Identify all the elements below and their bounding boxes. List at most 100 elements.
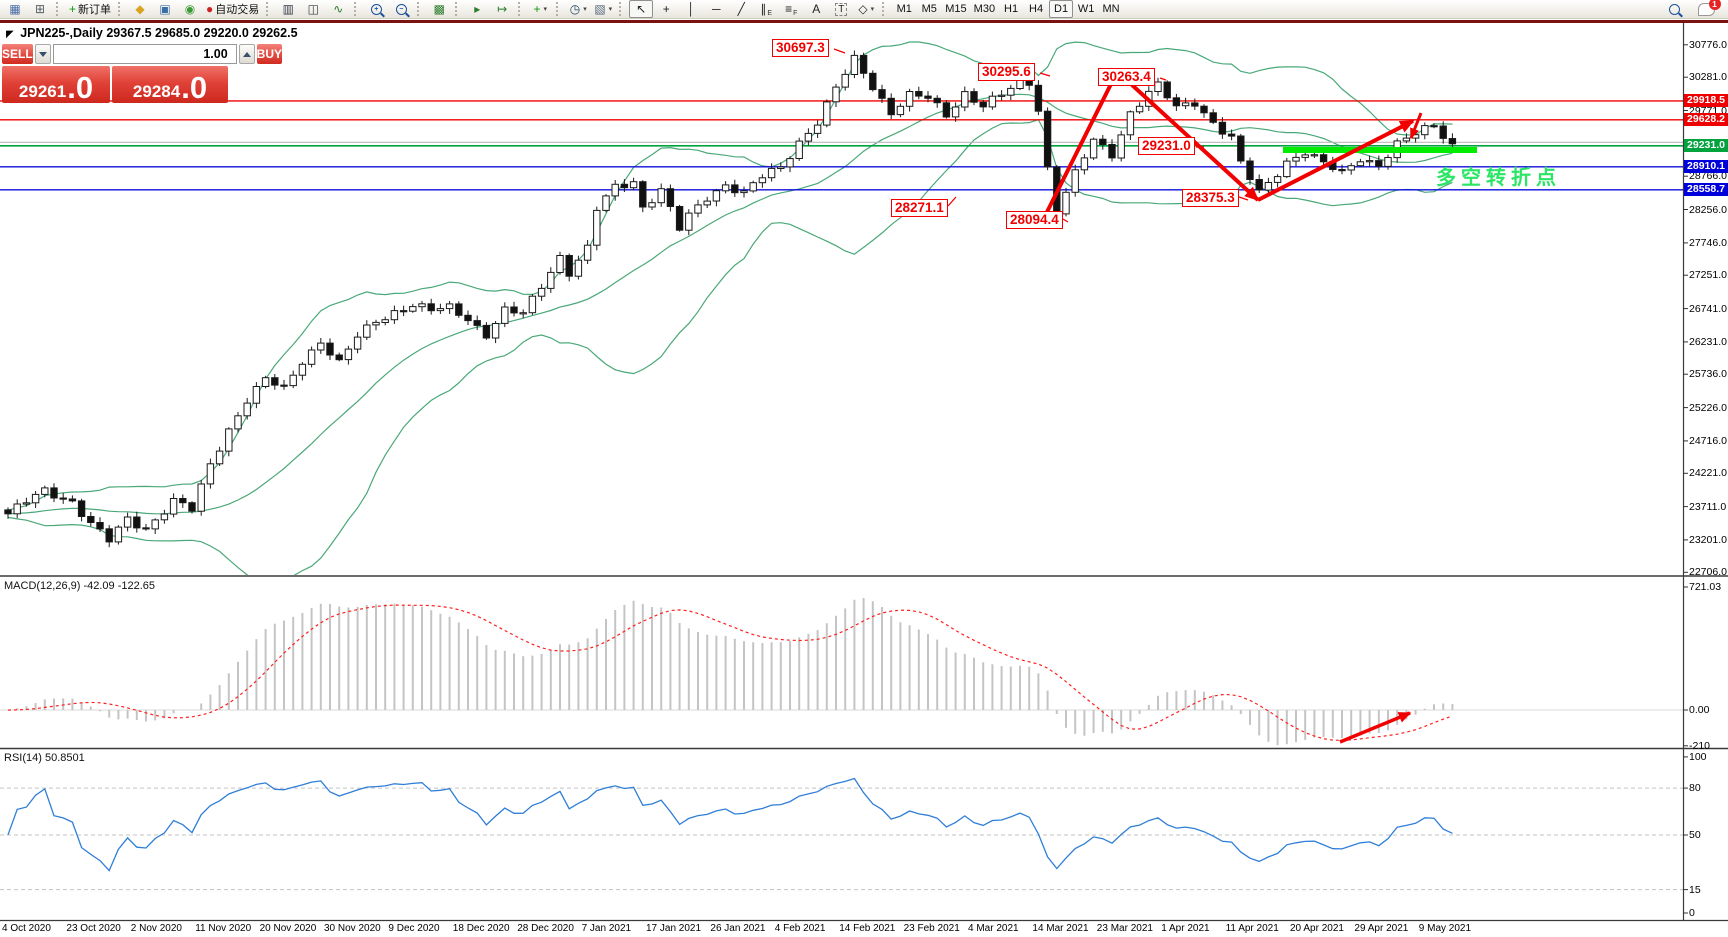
chart-window-icon[interactable]: ▦ — [3, 0, 27, 18]
tf-M30[interactable]: M30 — [971, 0, 998, 18]
symbol-name: JPN225-,Daily — [20, 26, 103, 40]
toolbar-separator — [882, 2, 888, 16]
volume-decrease-button[interactable] — [34, 44, 51, 64]
tf-H4[interactable]: H4 — [1024, 0, 1048, 18]
cursor-tool[interactable]: ↖ — [629, 0, 654, 18]
toolbar-group-services: ◆ ▣ ◉ ● 自动交易 — [128, 0, 262, 18]
date-axis-label: 29 Apr 2021 — [1354, 923, 1409, 934]
fibonacci-tool[interactable]: ≡ F — [785, 2, 798, 17]
tile-windows-icon[interactable]: ▩ — [427, 0, 451, 18]
history-center-icon[interactable]: ◆ — [128, 0, 152, 18]
rsi-axis-tick: 15 — [1689, 883, 1701, 896]
price-axis-tick: 28766.0 — [1689, 170, 1727, 183]
price-axis-badge: 28558.7 — [1684, 182, 1728, 196]
toolbar-separator — [417, 2, 423, 16]
volume-input[interactable] — [52, 44, 237, 64]
new-order-button[interactable]: + 新订单 — [66, 0, 114, 18]
line-chart-icon[interactable]: ∿ — [326, 0, 350, 18]
cursor-tool: ↖ — [636, 2, 647, 16]
price-callout[interactable]: 30295.6 — [978, 63, 1035, 81]
toolbar-group-presets: ◷ ▾ ▧ ▾ — [566, 0, 615, 18]
price-callout[interactable]: 28271.1 — [891, 199, 948, 217]
terminal-icon: ▣ — [159, 2, 171, 16]
tile-windows-icon: ▩ — [433, 2, 445, 16]
sell-button[interactable]: SELL — [2, 44, 33, 64]
rsi-axis-tick: 50 — [1689, 828, 1701, 841]
candlestick-chart-icon[interactable]: ◫ — [301, 0, 325, 18]
price-callout[interactable]: 30697.3 — [772, 39, 829, 57]
price-axis-tick: 25736.0 — [1689, 368, 1727, 381]
crosshair-tool[interactable]: + — [654, 0, 678, 18]
toolbar-group-order: + 新订单 — [66, 0, 114, 18]
buy-button[interactable]: BUY — [256, 44, 283, 64]
auto-scroll-icon: ▸ — [474, 2, 481, 16]
chevron-down-icon: ▾ — [870, 6, 875, 13]
new-chart-icon[interactable]: + ▾ — [528, 0, 552, 18]
price-callout[interactable]: 30263.4 — [1098, 68, 1155, 86]
bull-bear-turning-point-note[interactable]: 多空转折点 — [1436, 167, 1561, 189]
ohlc-values: 29367.5 29685.0 29220.0 29262.5 — [106, 26, 298, 40]
triangle-down-icon — [38, 51, 47, 57]
toolbar-separator — [56, 2, 62, 16]
price-callout[interactable]: 28375.3 — [1182, 189, 1239, 207]
rsi-axis-tick: 80 — [1689, 782, 1701, 795]
date-axis-label: 26 Jan 2021 — [710, 923, 766, 934]
bar-chart-icon[interactable]: ▥ — [276, 0, 300, 18]
toolbar-group-chart-types: ▥ ◫ ∿ — [276, 0, 350, 18]
zoom-in-icon[interactable]: + — [364, 0, 388, 18]
vertical-line-tool[interactable]: │ — [679, 0, 703, 18]
terminal-icon[interactable]: ▣ — [153, 0, 177, 18]
sell-price-main: 29261 — [18, 81, 67, 101]
tf-M5[interactable]: M5 — [917, 0, 941, 18]
zoom-window-icon[interactable]: ⊞ — [28, 0, 52, 18]
date-axis-label: 4 Oct 2020 — [2, 923, 51, 934]
arrows-tool[interactable]: ◇ ▾ — [854, 0, 878, 18]
autotrading-button[interactable]: ● 自动交易 — [203, 0, 262, 18]
volume-increase-button[interactable] — [238, 44, 255, 64]
buy-price[interactable]: 29284 .0 — [112, 66, 228, 103]
macd-axis-tick: 721.03 — [1689, 580, 1722, 593]
date-axis-label: 2 Nov 2020 — [130, 923, 182, 934]
date-axis-label: 4 Feb 2021 — [774, 923, 826, 934]
chevron-down-icon: ▾ — [543, 6, 548, 13]
tf-M1[interactable]: M1 — [892, 0, 916, 18]
auto-scroll-icon[interactable]: ▸ — [465, 0, 489, 18]
tf-MN[interactable]: MN — [1099, 0, 1123, 18]
fibonacci-tool: ≡ — [785, 2, 793, 16]
tf-W1[interactable]: W1 — [1074, 0, 1098, 18]
date-axis-label: 23 Oct 2020 — [66, 923, 121, 934]
news-icon[interactable]: ◉ — [178, 0, 202, 18]
sell-price[interactable]: 29261 .0 — [2, 66, 110, 103]
text-label-tool[interactable]: T — [829, 0, 853, 18]
date-axis-label: 20 Nov 2020 — [259, 923, 317, 934]
date-axis-label: 18 Dec 2020 — [452, 923, 510, 934]
search-icon — [1668, 3, 1680, 15]
toolbar-separator — [455, 2, 461, 16]
text-tool[interactable]: A — [804, 0, 828, 18]
price-callout[interactable]: 29231.0 — [1138, 137, 1195, 155]
tf-D1[interactable]: D1 — [1049, 0, 1074, 18]
periods-icon[interactable]: ◷ ▾ — [566, 0, 590, 18]
zoom-out-icon[interactable]: − — [389, 0, 413, 18]
price-axis-tick: 30776.0 — [1689, 38, 1727, 51]
tf-H1[interactable]: H1 — [999, 0, 1023, 18]
date-axis-label: 1 Apr 2021 — [1161, 923, 1210, 934]
chart-shift-icon[interactable]: ↦ — [490, 0, 514, 18]
zoom-window-icon: ⊞ — [34, 2, 46, 16]
autotrading-button-label: 自动交易 — [215, 4, 260, 16]
tf-M5-label: M5 — [921, 3, 937, 15]
trendline-tool[interactable]: ╱ — [729, 0, 753, 18]
tf-M15[interactable]: M15 — [942, 0, 969, 18]
price-callout[interactable]: 28094.4 — [1006, 211, 1063, 229]
notifications-icon[interactable]: 1 — [1694, 0, 1721, 18]
horizontal-line-tool[interactable]: ─ — [704, 0, 728, 18]
date-axis-label: 17 Jan 2021 — [646, 923, 702, 934]
channel-tool[interactable]: ∥ E — [760, 2, 773, 17]
new-chart-icon: + — [533, 2, 541, 16]
price-axis-tick: 27746.0 — [1689, 236, 1727, 249]
templates-icon[interactable]: ▧ ▾ — [591, 0, 615, 18]
price-axis-tick: 27251.0 — [1689, 269, 1727, 282]
zoom-out-icon: − — [395, 3, 407, 15]
search-icon[interactable] — [1662, 0, 1686, 18]
